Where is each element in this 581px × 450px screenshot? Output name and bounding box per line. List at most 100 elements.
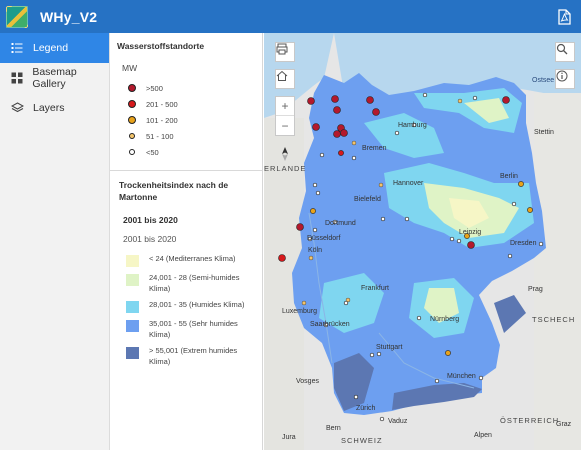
city-zuerich: Zürich: [356, 405, 376, 412]
legend-entry: <50: [110, 144, 262, 160]
nav-item-legend[interactable]: Legend: [0, 33, 109, 63]
site-marker-tiny[interactable]: [472, 95, 478, 101]
region-vosges: Vosges: [296, 378, 319, 385]
nav-item-layers[interactable]: Layers: [0, 93, 109, 123]
site-marker-tiny[interactable]: [411, 122, 417, 128]
site-marker-mid[interactable]: [445, 350, 451, 356]
site-marker-large[interactable]: [340, 129, 348, 137]
legend-period-subheading: 2001 bis 2020: [123, 234, 177, 244]
site-marker-tiny[interactable]: [422, 92, 428, 98]
site-marker-tiny[interactable]: [351, 155, 357, 161]
legend-swatch: [126, 255, 139, 267]
site-marker-tiny[interactable]: [369, 352, 375, 358]
plus-icon: +: [281, 99, 289, 113]
layers-icon: [10, 101, 24, 115]
site-marker-tiny[interactable]: [380, 216, 386, 222]
legend-unit-label: MW: [122, 63, 138, 73]
region-niederlande: ERLANDE: [264, 164, 307, 173]
site-marker-mid[interactable]: [338, 150, 344, 156]
site-marker-mid[interactable]: [527, 207, 533, 213]
site-marker-tiny[interactable]: [319, 152, 325, 158]
site-marker-large[interactable]: [312, 123, 320, 131]
site-marker-large[interactable]: [296, 223, 304, 231]
city-bielefeld: Bielefeld: [354, 196, 381, 203]
site-marker-large[interactable]: [333, 130, 341, 138]
legend-entry-label: 201 - 500: [146, 99, 178, 109]
site-marker-tiny[interactable]: [449, 236, 455, 242]
site-marker-tiny[interactable]: [323, 322, 329, 328]
map-print-button[interactable]: [275, 42, 295, 62]
legend-layer-title: Trockenheitsindex nach de Martonne: [119, 180, 229, 202]
site-marker-large[interactable]: [333, 106, 341, 114]
legend-entry: 51 - 100: [110, 128, 262, 144]
site-marker-small[interactable]: [457, 98, 463, 104]
site-marker-large[interactable]: [366, 96, 374, 104]
zoom-out-button[interactable]: −: [276, 116, 294, 135]
region-schweiz: SCHWEIZ: [341, 436, 383, 445]
site-marker-large[interactable]: [372, 108, 380, 116]
site-marker-tiny[interactable]: [511, 201, 517, 207]
site-marker-mid[interactable]: [518, 181, 524, 187]
site-marker-large[interactable]: [467, 241, 475, 249]
site-marker-tiny[interactable]: [434, 378, 440, 384]
site-marker-large[interactable]: [278, 254, 286, 262]
compass-button[interactable]: [278, 146, 292, 162]
legend-class-entry: > 55,001 (Extrem humides Klima): [110, 346, 262, 367]
pdf-export-button[interactable]: [555, 7, 573, 27]
climate-extreme-humid-zone: [392, 383, 482, 410]
site-marker-small[interactable]: [301, 300, 307, 306]
site-marker-large[interactable]: [502, 96, 510, 104]
site-marker-tiny[interactable]: [538, 241, 544, 247]
site-marker-mid[interactable]: [310, 208, 316, 214]
legend-swatch: [126, 347, 139, 359]
site-marker-tiny[interactable]: [343, 300, 349, 306]
info-icon: [556, 70, 568, 82]
site-marker-tiny[interactable]: [376, 351, 382, 357]
site-marker-tiny[interactable]: [478, 375, 484, 381]
site-marker-mid[interactable]: [464, 233, 470, 239]
site-marker-tiny[interactable]: [332, 219, 338, 225]
site-marker-small[interactable]: [308, 255, 314, 261]
city-bremen: Bremen: [362, 145, 387, 152]
nav-item-label: Basemap Gallery: [32, 66, 77, 90]
legend-panel: Wasserstoffstandorte MW >500 201 - 500 1…: [110, 33, 263, 450]
climate-semihumid-zone: [424, 288, 459, 323]
region-jura: Jura: [282, 434, 296, 441]
legend-entry: >500: [110, 80, 262, 96]
site-marker-tiny[interactable]: [404, 216, 410, 222]
nav-item-basemap-gallery[interactable]: Basemap Gallery: [0, 63, 109, 93]
site-marker-tiny[interactable]: [353, 394, 359, 400]
map-info-button[interactable]: [555, 69, 575, 89]
basemap-grid-icon: [10, 71, 23, 85]
site-marker-tiny[interactable]: [394, 130, 400, 136]
legend-class-label: > 55,001 (Extrem humides Klima): [149, 346, 238, 366]
zoom-in-button[interactable]: +: [276, 97, 294, 116]
site-marker-large[interactable]: [331, 95, 339, 103]
map-search-button[interactable]: [555, 42, 575, 62]
site-marker-small[interactable]: [378, 182, 384, 188]
map-view[interactable]: Ostsee Hamburg Bremen Hannover Berlin Bi…: [264, 33, 581, 450]
city-hannover: Hannover: [393, 180, 424, 187]
site-marker-tiny[interactable]: [416, 315, 422, 321]
site-marker-tiny[interactable]: [307, 236, 313, 242]
site-marker-small[interactable]: [345, 297, 351, 303]
river: [308, 212, 333, 364]
printer-icon: [276, 43, 288, 55]
region-oesterreich: ÖSTERREICH: [500, 416, 560, 425]
site-marker-large[interactable]: [307, 97, 315, 105]
climate-dry-zone: [449, 198, 489, 228]
nav-item-label: Legend: [33, 42, 69, 54]
map-home-button[interactable]: [275, 69, 295, 89]
legend-class-label: 28,001 - 35 (Humides Klima): [149, 300, 245, 309]
site-marker-small[interactable]: [351, 140, 357, 146]
site-marker-tiny[interactable]: [379, 416, 385, 422]
site-marker-tiny[interactable]: [507, 253, 513, 259]
site-marker-tiny[interactable]: [315, 190, 321, 196]
city-prag: Prag: [528, 286, 543, 293]
site-marker-tiny[interactable]: [312, 227, 318, 233]
site-marker-tiny[interactable]: [312, 182, 318, 188]
zoom-control: + −: [275, 96, 295, 136]
legend-entry: 101 - 200: [110, 112, 262, 128]
site-marker-tiny[interactable]: [456, 238, 462, 244]
legend-dot-symbol: [128, 100, 136, 108]
